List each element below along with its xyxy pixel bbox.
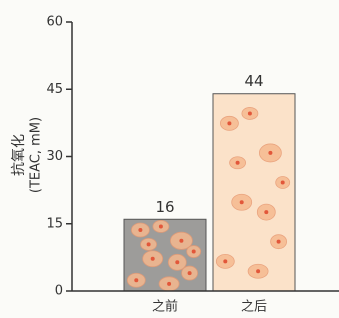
cell-nucleus — [248, 111, 252, 115]
x-tick-label: 之后 — [241, 300, 267, 315]
cell-nucleus — [277, 240, 281, 244]
y-axis-label: 抗氧化 — [11, 134, 27, 176]
cell-nucleus — [281, 181, 285, 185]
cell-nucleus — [223, 259, 227, 263]
cell-nucleus — [236, 161, 240, 165]
x-tick-label: 之前 — [152, 299, 178, 315]
data-label: 44 — [244, 72, 263, 90]
y-tick-label: 0 — [55, 284, 63, 299]
y-axis-label: (TEAC, mM) — [29, 117, 44, 193]
y-tick-label: 45 — [46, 82, 63, 97]
cell-nucleus — [227, 121, 231, 125]
y-tick-label: 15 — [46, 216, 63, 231]
cell-nucleus — [134, 278, 138, 282]
cell-nucleus — [147, 242, 151, 246]
cell-nucleus — [151, 257, 155, 261]
chart: 抗氧化 (TEAC, mM) 16 之前 44 之后 0 15 30 45 60 — [0, 0, 339, 318]
cell-nucleus — [268, 151, 272, 155]
cell-nucleus — [167, 282, 171, 286]
data-label: 16 — [155, 198, 174, 216]
cell-nucleus — [138, 228, 142, 232]
cell-nucleus — [264, 210, 268, 214]
cell-nucleus — [192, 250, 196, 254]
cell-nucleus — [188, 271, 192, 275]
cell-nucleus — [179, 239, 183, 243]
y-tick-label: 60 — [46, 15, 63, 30]
cell-nucleus — [175, 260, 179, 264]
y-tick-label: 30 — [46, 149, 63, 164]
cell-nucleus — [240, 200, 244, 204]
cell-nucleus — [256, 269, 260, 273]
cell-nucleus — [159, 224, 163, 228]
